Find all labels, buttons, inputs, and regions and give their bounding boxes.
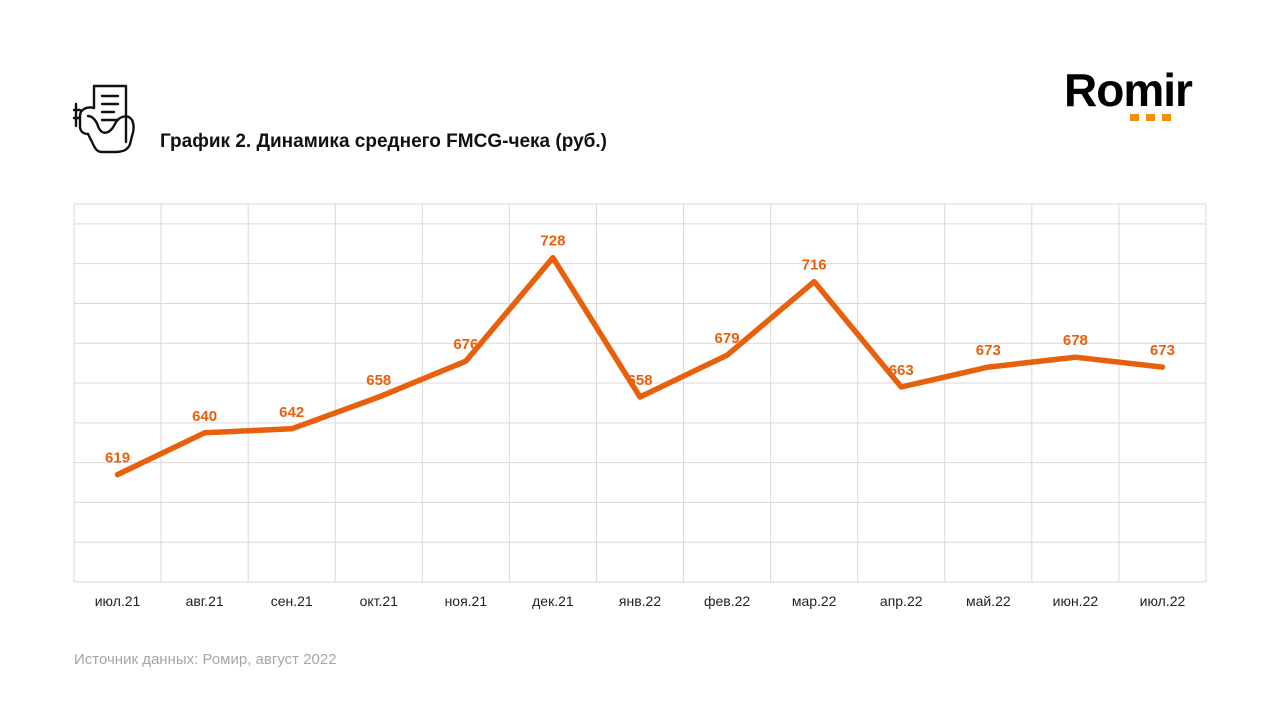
x-tick-label: июл.22 <box>1140 593 1186 609</box>
x-tick-label: сен.21 <box>271 593 313 609</box>
series-line <box>114 254 1166 478</box>
x-tick-label: май.22 <box>966 593 1011 609</box>
data-label: 619 <box>105 450 130 467</box>
data-label: 679 <box>715 330 740 347</box>
data-label: 663 <box>889 362 914 379</box>
x-axis-ticks: июл.21 авг.21 сен.21 окт.21 ноя.21 дек.21 янв.… <box>95 593 1186 609</box>
data-label: 640 <box>192 408 217 425</box>
series-layer <box>114 254 1166 478</box>
x-tick-label: фев.22 <box>704 593 750 609</box>
x-tick-label: июл.21 <box>95 593 141 609</box>
chart-title: График 2. Динамика среднего FMCG-чека (р… <box>160 131 607 152</box>
x-tick-label: окт.21 <box>360 593 399 609</box>
logo-text: Romir <box>1064 64 1193 116</box>
data-label: 658 <box>366 372 391 389</box>
data-label: 673 <box>1150 342 1175 359</box>
data-label: 676 <box>453 336 478 353</box>
data-label: 716 <box>802 257 827 274</box>
x-tick-label: июн.22 <box>1053 593 1099 609</box>
data-label: 673 <box>976 342 1001 359</box>
data-label: 658 <box>627 372 652 389</box>
data-label: 642 <box>279 404 304 421</box>
logo-dot <box>1130 114 1139 121</box>
x-tick-label: апр.22 <box>880 593 923 609</box>
source-note: Источник данных: Ромир, август 2022 <box>74 651 337 668</box>
logo-dots <box>1130 114 1171 121</box>
data-label: 728 <box>540 233 565 250</box>
x-tick-label: авг.21 <box>186 593 224 609</box>
logo-dot <box>1146 114 1155 121</box>
x-tick-label: дек.21 <box>532 593 574 609</box>
x-tick-label: ноя.21 <box>445 593 488 609</box>
data-label: 678 <box>1063 332 1088 349</box>
logo-dot <box>1162 114 1171 121</box>
receipt-hand-icon <box>72 84 135 154</box>
grid-layer <box>73 203 1207 583</box>
romir-logo: Romir <box>1064 64 1214 126</box>
x-tick-label: мар.22 <box>792 593 837 609</box>
data-label-layer: 619 640 642 658 676 728 658 679 716 663 673 678 673 <box>105 233 1175 467</box>
x-tick-label: янв.22 <box>619 593 661 609</box>
